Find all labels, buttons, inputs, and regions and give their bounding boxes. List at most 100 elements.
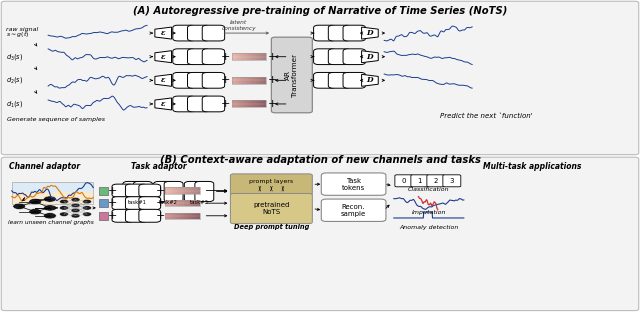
Polygon shape [155, 98, 172, 110]
Bar [12, 192, 93, 204]
Text: +: + [221, 99, 230, 109]
Text: +: + [221, 52, 230, 62]
Circle shape [83, 206, 92, 210]
FancyBboxPatch shape [314, 72, 336, 88]
Bar [99, 212, 108, 220]
Text: +: + [156, 211, 165, 221]
Bar [243, 53, 244, 60]
Bar [12, 181, 93, 194]
Bar [193, 187, 195, 194]
Bar [250, 100, 251, 107]
Bar [240, 53, 241, 60]
Bar [183, 213, 184, 219]
Bar [199, 213, 200, 219]
Text: 2: 2 [434, 178, 438, 184]
Bar [175, 200, 177, 206]
Bar [168, 200, 169, 206]
Text: +: + [268, 75, 276, 85]
Bar [189, 187, 190, 194]
Bar [195, 187, 196, 194]
Bar [258, 77, 259, 84]
Bar [184, 187, 185, 194]
Polygon shape [362, 51, 378, 63]
Bar [172, 213, 173, 219]
Text: prompt layers: prompt layers [250, 179, 293, 184]
FancyBboxPatch shape [173, 96, 195, 112]
Bar [193, 213, 195, 219]
FancyBboxPatch shape [328, 25, 351, 41]
Bar [193, 200, 195, 206]
FancyBboxPatch shape [321, 199, 386, 221]
Circle shape [44, 196, 56, 202]
FancyBboxPatch shape [188, 72, 210, 88]
Bar [171, 187, 172, 194]
FancyBboxPatch shape [328, 72, 351, 88]
Bar [262, 53, 264, 60]
FancyBboxPatch shape [314, 25, 336, 41]
Bar [184, 200, 185, 206]
Polygon shape [155, 51, 172, 63]
Bar [232, 100, 234, 107]
Text: Multi-task applications: Multi-task applications [483, 162, 582, 171]
Text: +: + [268, 52, 276, 62]
FancyBboxPatch shape [125, 209, 147, 222]
Bar [184, 213, 185, 219]
Bar [178, 200, 179, 206]
FancyBboxPatch shape [427, 175, 445, 187]
Circle shape [71, 208, 80, 213]
Text: Channel adaptor: Channel adaptor [9, 162, 81, 171]
Bar [195, 213, 196, 219]
FancyBboxPatch shape [202, 72, 225, 88]
Bar [253, 77, 255, 84]
FancyBboxPatch shape [173, 25, 195, 41]
Text: D: D [367, 53, 373, 61]
FancyBboxPatch shape [443, 175, 461, 187]
Text: +: + [268, 99, 276, 109]
Bar [232, 100, 266, 107]
Bar [246, 77, 247, 84]
Text: task#2: task#2 [159, 200, 178, 205]
Text: learn unseen channel graphs: learn unseen channel graphs [8, 220, 94, 225]
Bar [253, 100, 255, 107]
Bar [259, 77, 260, 84]
FancyBboxPatch shape [123, 181, 142, 202]
Text: Anomaly detection: Anomaly detection [399, 225, 458, 230]
FancyBboxPatch shape [230, 174, 312, 195]
FancyBboxPatch shape [343, 25, 365, 41]
Bar [197, 187, 198, 194]
Bar [248, 100, 249, 107]
Bar [241, 77, 243, 84]
Bar [186, 187, 188, 194]
Text: Generate sequence of samples: Generate sequence of samples [6, 117, 105, 122]
Bar [246, 53, 247, 60]
Bar [252, 77, 253, 84]
Bar [234, 77, 236, 84]
Circle shape [13, 203, 26, 209]
Bar [264, 77, 266, 84]
Bar [168, 213, 169, 219]
Text: $d_3(s)$: $d_3(s)$ [6, 52, 24, 62]
Bar [186, 200, 188, 206]
FancyBboxPatch shape [411, 175, 429, 187]
Text: task#3: task#3 [189, 200, 209, 205]
Bar [179, 213, 180, 219]
Bar [183, 187, 184, 194]
Text: ε: ε [161, 29, 166, 37]
Bar [239, 77, 240, 84]
Bar [236, 77, 237, 84]
Bar [255, 100, 257, 107]
Bar [173, 200, 175, 206]
Bar [264, 53, 266, 60]
Bar [237, 100, 238, 107]
Text: D: D [367, 76, 373, 84]
Bar [166, 187, 168, 194]
Text: $s\sim g(t)$: $s\sim g(t)$ [6, 30, 30, 38]
Bar [165, 213, 166, 219]
Bar [197, 200, 198, 206]
FancyBboxPatch shape [202, 49, 225, 65]
Bar [169, 213, 170, 219]
Text: Imputation: Imputation [412, 210, 446, 215]
Text: 3: 3 [449, 178, 454, 184]
Bar [177, 187, 178, 194]
Bar [166, 213, 168, 219]
